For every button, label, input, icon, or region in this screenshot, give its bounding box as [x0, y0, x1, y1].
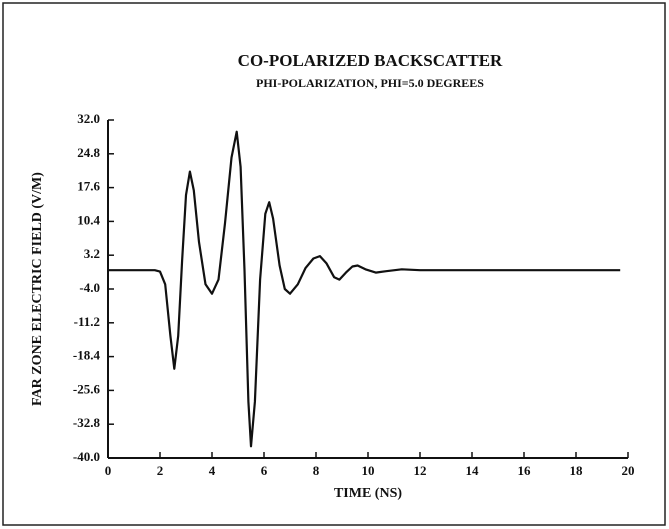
x-tick-label: 10 — [362, 463, 375, 478]
chart-subtitle: PHI-POLARIZATION, PHI=5.0 DEGREES — [256, 76, 484, 90]
y-tick-label: -18.4 — [73, 348, 101, 363]
y-axis-label: FAR ZONE ELECTRIC FIELD (V/M) — [30, 172, 45, 406]
y-tick-label: -11.2 — [74, 314, 100, 329]
x-axis-label: TIME (NS) — [334, 486, 402, 501]
x-tick-label: 12 — [414, 463, 427, 478]
x-tick-label: 16 — [518, 463, 532, 478]
y-tick-label: -4.0 — [79, 280, 100, 295]
chart-title: CO-POLARIZED BACKSCATTER — [238, 51, 503, 70]
line-series — [108, 130, 621, 448]
y-tick-label: 10.4 — [77, 212, 100, 227]
x-tick-label: 18 — [570, 463, 584, 478]
x-tick-label: 2 — [157, 463, 164, 478]
x-tick-label: 6 — [261, 463, 268, 478]
y-tick-label: 3.2 — [84, 246, 100, 261]
x-tick-label: 4 — [209, 463, 216, 478]
x-tick-label: 14 — [466, 463, 480, 478]
y-tick-label: -40.0 — [73, 449, 100, 464]
x-tick-label: 0 — [105, 463, 112, 478]
y-tick-label: -32.8 — [73, 415, 101, 430]
y-tick-label: 17.6 — [77, 179, 100, 194]
y-tick-label: 32.0 — [77, 111, 100, 126]
x-tick-label: 8 — [313, 463, 320, 478]
y-tick-label: 24.8 — [77, 145, 100, 160]
y-tick-label: -25.6 — [73, 381, 101, 396]
x-tick-label: 20 — [622, 463, 635, 478]
